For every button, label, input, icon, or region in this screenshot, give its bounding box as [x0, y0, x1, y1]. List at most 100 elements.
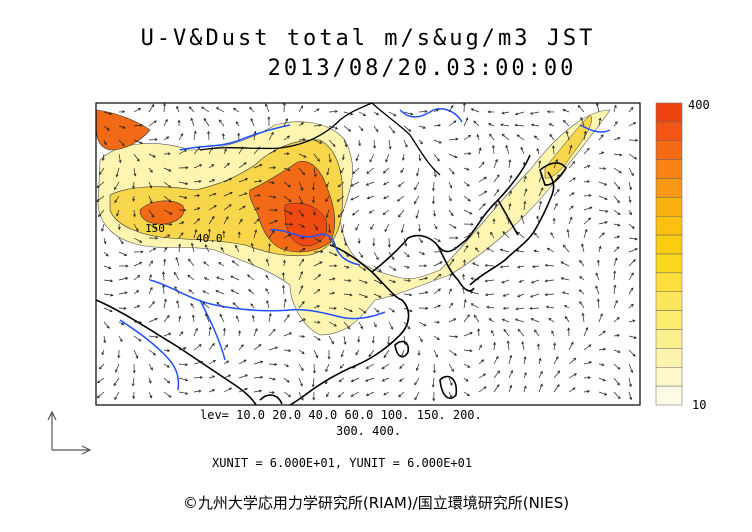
wind-arrowhead [556, 188, 560, 192]
wind-arrowhead [181, 221, 185, 225]
wind-arrow [545, 279, 555, 282]
wind-arrowhead [116, 213, 120, 217]
wind-arrow [219, 314, 225, 323]
wind-arrowhead [244, 387, 248, 391]
wind-arrow [536, 148, 540, 155]
wind-arrowhead [132, 186, 136, 190]
wind-arrowhead [178, 243, 182, 247]
wind-arrowhead [248, 289, 252, 293]
wind-arrow [208, 229, 210, 239]
wind-arrow [546, 306, 555, 309]
wind-arrowhead [581, 312, 585, 316]
wind-arrowhead [125, 277, 129, 280]
wind-arrow [598, 221, 608, 225]
wind-arrowhead [631, 272, 634, 276]
wind-arrow [203, 261, 210, 267]
wind-arrowhead [586, 389, 591, 393]
wind-arrowhead [363, 113, 367, 116]
wind-arrow [216, 107, 225, 113]
wind-arrow [562, 291, 570, 295]
wind-arrow [388, 335, 390, 345]
wind-arrowhead [235, 121, 239, 125]
contour-label-150: 150 [145, 222, 165, 235]
wind-arrowhead [448, 198, 452, 202]
wind-arrowhead [614, 257, 618, 261]
wind-arrowhead [487, 110, 491, 114]
wind-arrow [148, 195, 153, 204]
wind-arrow [115, 363, 120, 373]
wind-arrow [358, 111, 366, 116]
wind-arrow [418, 125, 426, 129]
wind-arrowhead [327, 356, 331, 360]
wind-arrowhead [489, 133, 493, 137]
wind-arrowhead [176, 105, 179, 109]
wind-arrowhead [207, 130, 211, 134]
wind-arrow [478, 161, 485, 169]
colorbar-max-label: 400 [688, 98, 710, 112]
wind-arrowhead [524, 188, 528, 192]
wind-arrow [253, 207, 260, 211]
wind-arrow [531, 124, 540, 127]
wind-arrow [358, 293, 368, 298]
wind-arrow [366, 181, 375, 186]
wind-arrow [328, 223, 331, 233]
wind-arrow [223, 360, 229, 365]
wind-arrow [493, 370, 500, 379]
wind-arrow [358, 139, 361, 146]
wind-arrow [148, 153, 156, 158]
wind-arrow [515, 318, 525, 323]
wind-arrowhead [139, 123, 144, 127]
wind-arrow [381, 363, 390, 370]
wind-arrowhead [140, 250, 144, 254]
wind-arrow [463, 377, 469, 382]
wind-arrow [433, 274, 442, 281]
wind-arrow [448, 391, 453, 398]
wind-arrowhead [339, 365, 343, 369]
wind-arrowhead [530, 318, 534, 321]
wind-arrow [298, 391, 304, 401]
wind-arrow [538, 201, 542, 211]
wind-arrow [133, 167, 136, 176]
wind-arrow [486, 306, 495, 309]
wind-arrow [313, 209, 315, 216]
wind-arrowhead [397, 214, 401, 218]
wind-arrow [163, 119, 168, 127]
wind-arrow [202, 290, 210, 295]
wind-arrow [253, 218, 260, 225]
wind-arrowhead [244, 192, 248, 196]
wind-arrow [313, 274, 321, 281]
wind-arrow [628, 167, 634, 176]
wind-arrow [238, 344, 244, 351]
wind-arrow [148, 223, 157, 229]
wind-arrow [500, 249, 510, 253]
wind-arrowhead [223, 148, 227, 152]
wind-arrowhead [381, 378, 385, 382]
wind-arrow [628, 209, 632, 215]
wind-arrowhead [99, 366, 102, 370]
wind-arrow [223, 204, 232, 211]
wind-arrow [298, 122, 304, 127]
wind-arrow [561, 277, 570, 281]
wind-arrowhead [491, 144, 495, 149]
wind-arrow [208, 327, 211, 337]
wind-arrowhead [137, 275, 141, 278]
wind-arrow [433, 139, 442, 144]
wind-arrow [163, 363, 170, 368]
wind-arrowhead [96, 395, 100, 399]
wind-arrow [517, 231, 525, 239]
wind-arrow [568, 192, 575, 197]
wind-arrowhead [468, 135, 472, 138]
wind-arrow [352, 363, 360, 369]
wind-arrowhead [271, 230, 275, 234]
wind-arrowhead [167, 349, 171, 353]
wind-arrowhead [548, 123, 552, 127]
wind-arrowhead [302, 248, 306, 251]
wind-arrow [517, 329, 525, 337]
wind-arrow [163, 209, 172, 215]
wind-arrowhead [138, 320, 143, 324]
wind-arrowhead [318, 123, 323, 127]
wind-arrow [534, 232, 540, 239]
wind-arrowhead [331, 341, 334, 345]
wind-arrowhead [153, 120, 157, 124]
wind-arrowhead [496, 174, 500, 178]
